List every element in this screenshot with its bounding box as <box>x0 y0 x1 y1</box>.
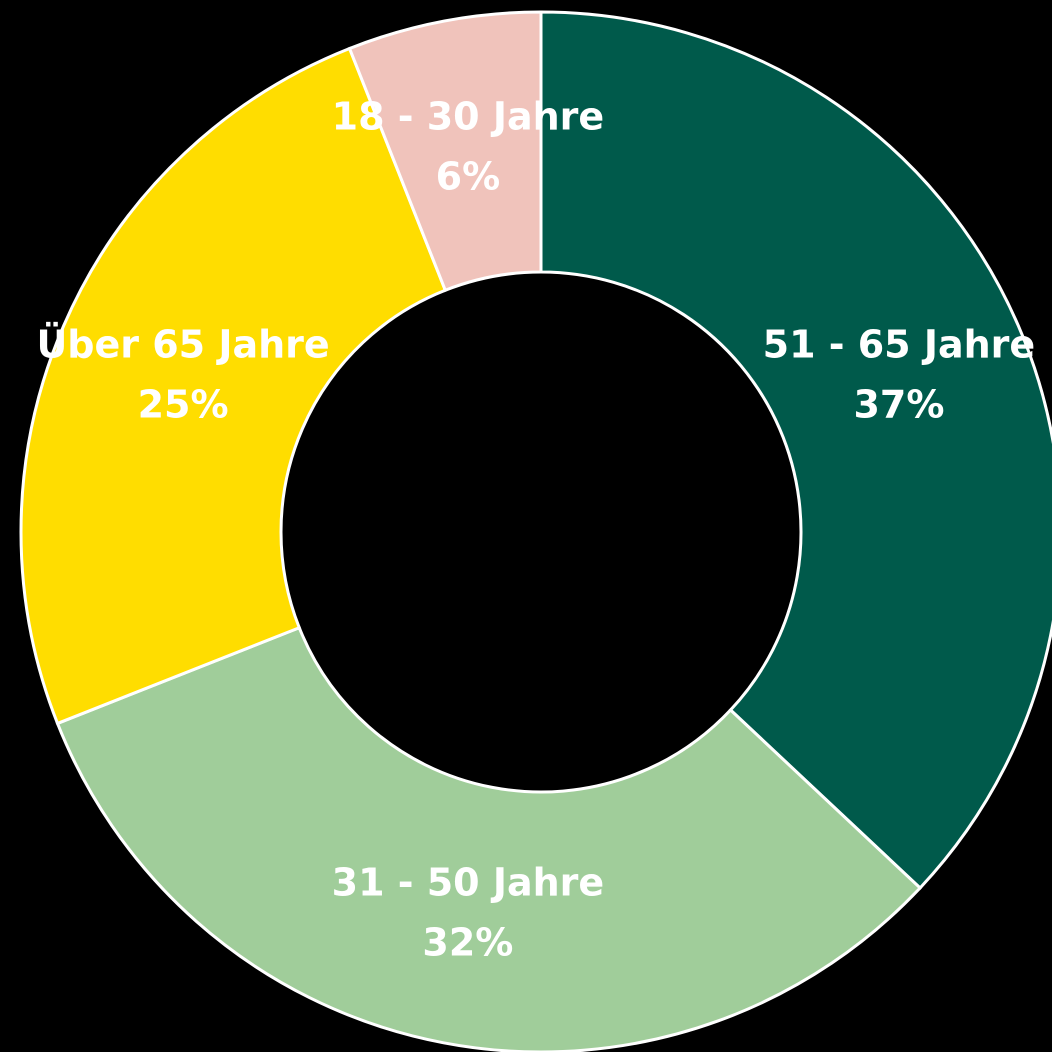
segment-label: Über 65 Jahre <box>36 323 329 367</box>
value-label: 32% <box>422 921 513 965</box>
donut-segment <box>539 10 1052 891</box>
value-label: 25% <box>138 383 229 427</box>
donut-segment <box>55 625 923 1052</box>
donut-segment <box>19 46 448 726</box>
segment-label: 18 - 30 Jahre <box>332 94 605 138</box>
donut-segment <box>347 10 543 293</box>
value-label: 6% <box>436 154 501 198</box>
segment-label: 51 - 65 Jahre <box>763 323 1036 367</box>
segment-label: 31 - 50 Jahre <box>332 861 605 905</box>
value-label: 37% <box>853 383 944 427</box>
